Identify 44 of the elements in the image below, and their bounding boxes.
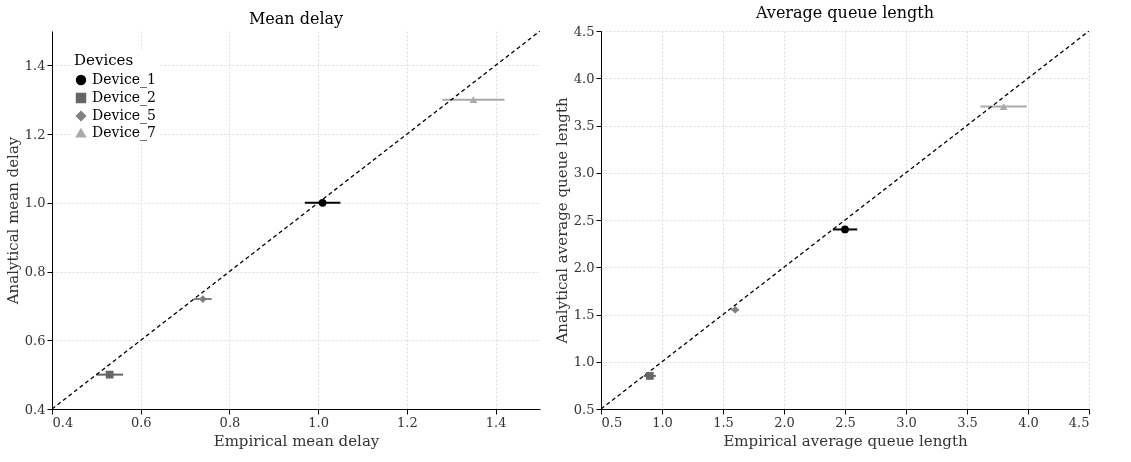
point bbox=[105, 370, 114, 379]
y-tick-label: 3.5 bbox=[573, 118, 595, 133]
x-tick-label: 1.4 bbox=[485, 414, 507, 430]
y-tick-label: 1.0 bbox=[24, 195, 46, 211]
point bbox=[318, 198, 327, 207]
y-tick-label: 4.0 bbox=[573, 70, 595, 86]
y-tick-label: 0.5 bbox=[573, 401, 595, 417]
x-tick-label: 2.0 bbox=[774, 414, 795, 430]
legend-label: Device_2 bbox=[92, 89, 156, 106]
y-tick-label: 2.0 bbox=[573, 259, 595, 275]
x-tick-label: 1.5 bbox=[713, 414, 734, 430]
legend-label: Device_7 bbox=[92, 124, 156, 141]
chart-title: Average queue length bbox=[754, 3, 935, 22]
chart-title: Mean delay bbox=[248, 9, 344, 28]
y-tick-label: 2.5 bbox=[573, 212, 595, 228]
y-tick-label: 1.2 bbox=[24, 126, 46, 142]
y-tick-label: 0.4 bbox=[24, 401, 46, 417]
y-axis-title: Analytical mean delay bbox=[3, 136, 22, 306]
x-tick-label: 0.4 bbox=[52, 414, 74, 430]
x-tick-label: 1.0 bbox=[652, 414, 673, 430]
x-tick-label: 0.6 bbox=[130, 414, 152, 430]
x-tick-label: 0.8 bbox=[219, 414, 241, 430]
legend-label: Device_1 bbox=[92, 71, 156, 88]
x-tick-label: 3.0 bbox=[896, 414, 917, 430]
y-tick-label: 0.8 bbox=[24, 264, 46, 280]
y-tick-label: 1.4 bbox=[24, 57, 46, 73]
y-tick-label: 0.6 bbox=[24, 332, 46, 348]
x-tick-label: 1.2 bbox=[397, 414, 418, 430]
y-tick-label: 1.0 bbox=[573, 354, 595, 370]
x-axis-title: Empirical mean delay bbox=[213, 431, 380, 450]
point bbox=[469, 96, 478, 104]
y-tick-label: 1.5 bbox=[573, 307, 595, 322]
y-axis-title: Analytical average queue length bbox=[552, 97, 571, 345]
x-tick-label: 4.0 bbox=[1018, 414, 1039, 430]
x-tick-label: 4.5 bbox=[1068, 414, 1090, 430]
x-tick-label: 2.5 bbox=[835, 414, 856, 430]
x-axis-title: Empirical average queue length bbox=[723, 431, 968, 450]
x-tick-label: 1.0 bbox=[308, 414, 330, 430]
x-tick-label: 3.5 bbox=[957, 414, 978, 430]
y-tick-label: 3.0 bbox=[573, 165, 595, 181]
legend-title: Devices bbox=[74, 51, 134, 69]
y-tick-label: 4.5 bbox=[573, 23, 595, 39]
legend-label: Device_5 bbox=[92, 107, 156, 124]
x-tick-label: 0.5 bbox=[601, 414, 623, 430]
